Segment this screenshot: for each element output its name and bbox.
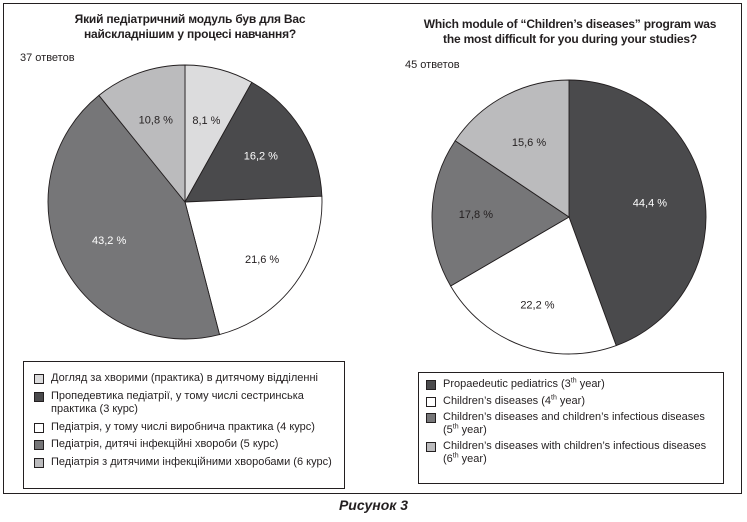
legend-item: Педіатрія, дитячі інфекційні хвороби (5 … <box>34 438 336 452</box>
legend-label: Children’s diseases with children’s infe… <box>443 440 707 465</box>
pie-slice <box>568 79 707 347</box>
legend-item: Пропедевтика педіатрії, у тому числі сес… <box>34 390 336 417</box>
legend-swatch <box>34 391 44 402</box>
pie-slice <box>454 79 570 218</box>
right-legend: Propaedeutic pediatrics (3th year) Childr… <box>418 372 724 484</box>
right-chart-title: Which module of “Children’s diseases” pr… <box>410 17 730 47</box>
right-pie: 44,4 % 22,2 % 17,8 % 15,6 % <box>431 79 707 355</box>
legend-swatch <box>34 457 44 468</box>
left-responses-count: 37 ответов <box>20 52 75 64</box>
left-legend: Догляд за хворими (практика) в дитячому … <box>23 361 345 489</box>
pie-slice <box>98 64 186 204</box>
legend-label: Пропедевтика педіатрії, у тому числі сес… <box>51 389 304 416</box>
slice-value-label: 44,4 % <box>633 198 667 210</box>
legend-label: Педіатрія, у тому числі виробнича практи… <box>51 420 315 433</box>
legend-item: Children’s diseases and children’s infec… <box>426 411 717 436</box>
slice-value-label: 43,2 % <box>92 235 126 247</box>
slice-value-label: 21,6 % <box>245 254 279 266</box>
legend-swatch <box>34 440 44 450</box>
left-title-line-1: Який педіатричний модуль був для Вас <box>74 12 306 26</box>
legend-label: Педіатрія, дитячі інфекційні хвороби (5 … <box>51 438 279 450</box>
legend-swatch <box>426 442 436 452</box>
legend-swatch <box>426 396 436 407</box>
pie-slice <box>450 216 617 355</box>
legend-item: Propaedeutic pediatrics (3th year) <box>426 377 717 391</box>
legend-item: Педіатрія з дитячими інфекційними хвороб… <box>34 456 336 470</box>
slice-value-label: 16,2 % <box>244 150 278 162</box>
legend-swatch <box>426 380 436 390</box>
right-title-line-1: Which module of “Children’s diseases” pr… <box>423 17 717 31</box>
legend-item: Догляд за хворими (практика) в дитячому … <box>34 372 336 386</box>
figure-frame <box>3 3 742 494</box>
slice-value-label: 17,8 % <box>459 209 493 221</box>
pie-slice <box>184 195 323 336</box>
left-title-line-2: найскладнішим у процесі навчання? <box>83 27 297 41</box>
legend-swatch <box>426 413 436 423</box>
legend-swatch <box>34 422 44 433</box>
left-pie: 8,1 % 16,2 % 21,6 % 43,2 % 10,8 % <box>47 64 323 340</box>
legend-item: Педіатрія, у тому числі виробнича практи… <box>34 421 336 435</box>
slice-value-label: 22,2 % <box>520 300 554 312</box>
slice-value-label: 15,6 % <box>512 137 546 149</box>
legend-label: Propaedeutic pediatrics (3th year) <box>443 377 605 390</box>
figure-caption: Рисунок 3 <box>338 497 409 513</box>
legend-item: Children’s diseases with children’s infe… <box>426 440 717 465</box>
legend-label: Педіатрія з дитячими інфекційними хвороб… <box>51 455 332 468</box>
right-responses-count: 45 ответов <box>405 59 460 71</box>
left-chart-title: Який педіатричний модуль був для Вас най… <box>40 12 340 42</box>
slice-value-label: 8,1 % <box>192 115 220 127</box>
pie-slice <box>47 94 221 340</box>
right-title-line-2: the most difficult for you during your s… <box>443 32 697 46</box>
pie-slice <box>184 81 323 203</box>
pie-slice <box>431 140 570 287</box>
legend-label: Догляд за хворими (практика) в дитячому … <box>51 372 319 384</box>
legend-item: Children’s diseases (4th year) <box>426 393 717 408</box>
legend-label: Children’s diseases (4th year) <box>443 393 585 407</box>
legend-swatch <box>34 374 44 384</box>
legend-label: Children’s diseases and children’s infec… <box>443 411 705 436</box>
slice-value-label: 10,8 % <box>139 114 173 126</box>
